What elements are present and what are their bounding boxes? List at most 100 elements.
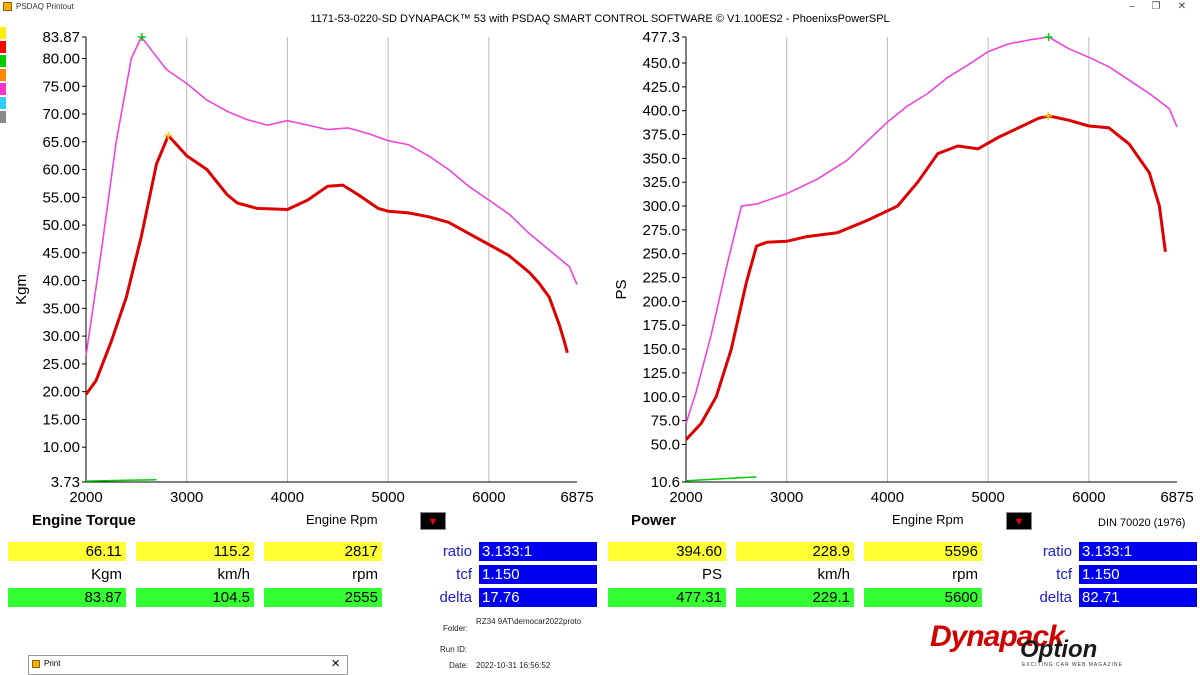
- power-x-tick-label: 3000: [770, 489, 803, 506]
- app-title: PSDAQ Printout: [16, 2, 74, 11]
- torque-y-tick-label: 15.00: [42, 411, 80, 428]
- date-value: 2022-10-31 16:56:52: [476, 661, 551, 670]
- torque-y-tick-label: 20.00: [42, 384, 80, 401]
- print-window-title: Print: [44, 659, 61, 668]
- power-y-tick-label: 275.0: [642, 222, 680, 239]
- print-window[interactable]: Print ✕: [28, 655, 348, 675]
- power-y-tick-label: 50.0: [651, 436, 680, 453]
- torque-max-value: 83.87: [8, 588, 126, 607]
- power-y-tick-label: 400.0: [642, 103, 680, 120]
- torque-x-tick-label: 3000: [170, 489, 203, 506]
- chevron-down-icon: ▼: [1013, 516, 1025, 528]
- delta-label: delta: [439, 589, 472, 606]
- power-series-line-1: [684, 114, 1167, 441]
- torque-y-tick-label: 3.73: [51, 474, 80, 491]
- torque-x-tick-label: 6000: [472, 489, 505, 506]
- torque-rpm-unit: rpm: [352, 566, 378, 583]
- print-icon: [32, 660, 40, 668]
- torque-series-line-1: [84, 134, 569, 396]
- series-swatch-yellow[interactable]: [0, 27, 6, 39]
- power-y-axis-label: PS: [613, 279, 630, 299]
- ratio-value: 3.133:1: [479, 542, 597, 561]
- torque-y-tick-label: 70.00: [42, 106, 80, 123]
- torque-peak-rpm: 2817: [264, 542, 382, 561]
- series-swatch-magenta[interactable]: [0, 83, 6, 95]
- power-peak-speed: 228.9: [736, 542, 854, 561]
- power-peak-rpm: 5596: [864, 542, 982, 561]
- dynapack-logo: Dynapack: [930, 620, 1065, 653]
- torque-peak-value: 66.11: [8, 542, 126, 561]
- torque-rpm-dropdown[interactable]: ▼: [420, 512, 446, 530]
- power-y-tick-label: 350.0: [642, 150, 680, 167]
- date-label: Date:: [449, 661, 469, 670]
- torque-max-speed: 104.5: [136, 588, 254, 607]
- ratio-value: 3.133:1: [1079, 542, 1197, 561]
- torque-y-axis-label: Kgm: [13, 274, 30, 305]
- power-speed-unit: km/h: [817, 566, 850, 583]
- din-standard: DIN 70020 (1976): [1098, 517, 1186, 529]
- chevron-down-icon: ▼: [427, 516, 439, 528]
- power-y-tick-label: 175.0: [642, 317, 680, 334]
- close-button[interactable]: ✕: [1177, 1, 1187, 12]
- power-max-value: 477.31: [608, 588, 726, 607]
- folder-label: Folder:: [443, 624, 468, 633]
- power-chart: 2000 3000 4000 5000 6000 6875 477.3 450.0 425.0 4…: [613, 29, 1194, 506]
- torque-y-tick-label: 55.00: [42, 189, 80, 206]
- torque-y-tick-label: 83.87: [42, 29, 80, 46]
- power-y-tick-label: 425.0: [642, 79, 680, 96]
- power-x-tick-label: 6875: [1160, 489, 1193, 506]
- power-series-line-2: [685, 476, 757, 482]
- power-y-tick-label: 250.0: [642, 246, 680, 263]
- torque-y-tick-label: 35.00: [42, 300, 80, 317]
- power-y-tick-label: 450.0: [642, 55, 680, 72]
- series-swatch-red[interactable]: [0, 41, 6, 53]
- power-y-tick-label: 375.0: [642, 127, 680, 144]
- tcf-label: tcf: [1056, 566, 1072, 583]
- power-rpm-unit: rpm: [952, 566, 978, 583]
- torque-rpm-label: Engine Rpm: [306, 512, 378, 527]
- power-y-tick-label: 75.0: [651, 413, 680, 430]
- power-y-tick-label: 300.0: [642, 198, 680, 215]
- power-x-tick-label: 2000: [669, 489, 702, 506]
- tcf-label: tcf: [456, 566, 472, 583]
- torque-y-tick-label: 80.00: [42, 50, 80, 67]
- torque-x-tick-label: 5000: [371, 489, 404, 506]
- power-y-tick-label: 225.0: [642, 270, 680, 287]
- power-rpm-dropdown[interactable]: ▼: [1006, 512, 1032, 530]
- torque-y-tick-label: 65.00: [42, 134, 80, 151]
- tcf-value: 1.150: [479, 565, 597, 584]
- torque-max-rpm: 2555: [264, 588, 382, 607]
- torque-x-tick-label: 4000: [271, 489, 304, 506]
- power-y-tick-label: 125.0: [642, 365, 680, 382]
- torque-y-tick-label: 60.00: [42, 162, 80, 179]
- minimize-button[interactable]: –: [1129, 1, 1135, 12]
- torque-y-tick-label: 25.00: [42, 356, 80, 373]
- app-icon: [3, 2, 12, 11]
- maximize-button[interactable]: ❐: [1151, 1, 1161, 12]
- torque-y-tick-label: 30.00: [42, 328, 80, 345]
- power-unit: PS: [701, 566, 722, 583]
- print-close-button[interactable]: ✕: [331, 658, 341, 670]
- torque-y-tick-label: 40.00: [42, 273, 80, 290]
- power-x-tick-label: 4000: [871, 489, 904, 506]
- torque-y-tick-label: 50.00: [42, 217, 80, 234]
- power-x-tick-label: 6000: [1072, 489, 1105, 506]
- torque-series-line-2: [85, 478, 157, 482]
- power-max-rpm: 5600: [864, 588, 982, 607]
- power-x-tick-label: 5000: [971, 489, 1004, 506]
- power-series-line-0: [685, 36, 1178, 424]
- option-watermark: Option: [1020, 636, 1098, 663]
- series-swatch-orange[interactable]: [0, 69, 6, 81]
- ratio-label: ratio: [1042, 543, 1072, 560]
- series-swatch-gray[interactable]: [0, 111, 6, 123]
- torque-y-tick-label: 10.00: [42, 439, 80, 456]
- torque-speed-unit: km/h: [217, 566, 250, 583]
- power-title: Power: [631, 512, 677, 529]
- run-header: 1171-53-0220-SD DYNAPACK™ 53 with PSDAQ …: [310, 13, 890, 25]
- series-swatch-cyan[interactable]: [0, 97, 6, 109]
- power-peak-value: 394.60: [608, 542, 726, 561]
- series-swatch-green[interactable]: [0, 55, 6, 67]
- torque-chart: 2000 3000 4000 5000 6000 6875 83.87 80.00 75.00 7…: [13, 29, 594, 506]
- delta-value: 82.71: [1079, 588, 1197, 607]
- torque-series-line-0: [85, 36, 578, 356]
